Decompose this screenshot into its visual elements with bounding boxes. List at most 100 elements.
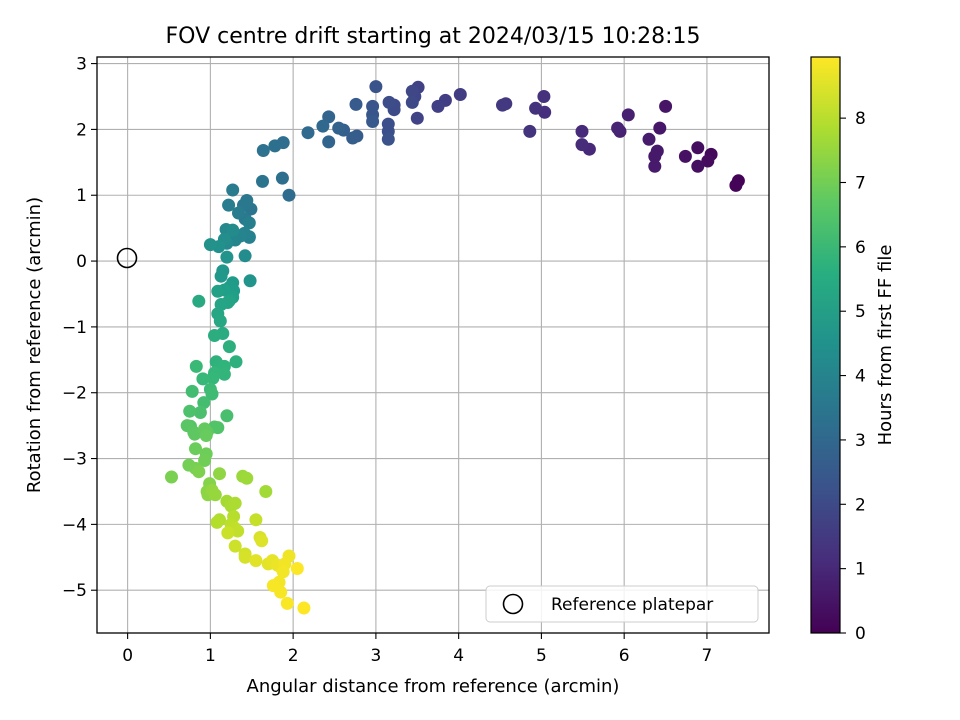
legend-marker-open-circle-icon [502, 593, 524, 615]
data-point [369, 80, 383, 94]
colorbar-tick-label: 2 [855, 495, 866, 515]
data-point [197, 396, 211, 410]
legend-label: Reference platepar [551, 595, 713, 615]
data-point [322, 135, 336, 149]
data-point [366, 115, 380, 128]
y-tick-label: −4 [62, 515, 87, 535]
data-point [189, 442, 202, 456]
data-point [211, 284, 225, 298]
colorbar-tick-label: 7 [855, 173, 866, 193]
data-point [213, 314, 227, 328]
x-tick-label: 2 [288, 646, 299, 666]
data-point [208, 329, 221, 342]
data-point [205, 387, 219, 401]
data-point [208, 488, 222, 502]
x-tick-label: 5 [536, 646, 547, 666]
data-point [232, 206, 245, 220]
data-point [431, 99, 445, 113]
data-point [240, 471, 254, 485]
data-point [220, 409, 234, 423]
data-point [255, 534, 269, 548]
y-tick-label: −3 [62, 450, 87, 470]
data-point [642, 132, 656, 146]
data-point [275, 171, 289, 185]
data-point [349, 97, 363, 111]
data-point [691, 159, 705, 173]
y-tick-label: 0 [76, 252, 87, 272]
data-point [242, 216, 256, 230]
data-point [206, 371, 220, 385]
data-point [185, 384, 199, 398]
data-point [381, 132, 395, 146]
data-point [453, 88, 467, 101]
data-point [226, 223, 240, 237]
data-point [210, 515, 224, 529]
data-point [188, 427, 202, 441]
colorbar-tick-label: 6 [855, 238, 866, 258]
data-point [659, 99, 673, 113]
data-point [196, 372, 210, 386]
data-point [268, 139, 282, 153]
x-tick-label: 0 [122, 646, 133, 666]
y-tick-label: −5 [62, 581, 87, 601]
plot-frame [96, 56, 770, 634]
data-point [332, 121, 346, 135]
data-point [228, 539, 242, 553]
data-point [249, 554, 263, 568]
colorbar-tick-label: 1 [855, 560, 866, 580]
data-point [621, 108, 635, 122]
data-point [222, 198, 236, 212]
data-point [276, 565, 290, 579]
data-point [382, 95, 396, 109]
data-point [410, 111, 424, 125]
data-point [229, 355, 243, 369]
data-point [297, 601, 311, 615]
data-point [238, 249, 252, 263]
data-point [259, 485, 273, 498]
y-tick-label: 1 [76, 186, 87, 206]
colorbar-ticks: 0 1 2 3 4 5 6 7 8 [840, 109, 866, 644]
data-point [274, 585, 288, 599]
data-point [192, 294, 206, 308]
data-point [249, 513, 263, 527]
data-point [346, 131, 360, 145]
reference-platepar-marker [116, 247, 138, 269]
legend-box [485, 585, 759, 623]
x-tick-label: 7 [702, 646, 713, 666]
data-point [165, 470, 178, 484]
data-point [280, 596, 294, 610]
colorbar-label: Hours from first FF file [875, 245, 896, 446]
data-point [316, 119, 330, 133]
data-point [678, 149, 692, 163]
x-tick-label: 4 [453, 646, 464, 666]
data-point [575, 138, 589, 152]
data-point [243, 274, 257, 288]
colorbar-gradient [810, 56, 841, 634]
data-point [199, 429, 213, 442]
legend: Reference platepar [485, 585, 759, 623]
y-tick-label: 2 [76, 120, 87, 140]
data-point [653, 121, 667, 135]
data-point [222, 340, 236, 354]
data-point [256, 144, 270, 157]
y-axis-ticks: −5 −4 −3 −2 −1 0 1 2 3 [62, 55, 97, 601]
data-point [691, 141, 705, 155]
data-point [648, 159, 662, 173]
data-point [701, 154, 715, 168]
data-point [256, 174, 269, 188]
data-point [282, 188, 296, 202]
data-point [221, 526, 235, 540]
data-point [405, 84, 419, 98]
data-point [529, 101, 543, 115]
x-tick-label: 3 [370, 646, 381, 666]
colorbar-tick-label: 3 [855, 431, 866, 451]
data-point [496, 98, 509, 112]
data-point [405, 95, 419, 109]
y-axis-label: Rotation from reference (arcmin) [24, 197, 45, 493]
chart-title: FOV centre drift starting at 2024/03/15 … [166, 24, 701, 49]
colorbar: 0 1 2 3 4 5 6 7 8 Hours from first FF file [810, 56, 896, 644]
data-point [203, 238, 217, 252]
colorbar-tick-label: 4 [855, 367, 866, 387]
data-point [729, 178, 743, 192]
